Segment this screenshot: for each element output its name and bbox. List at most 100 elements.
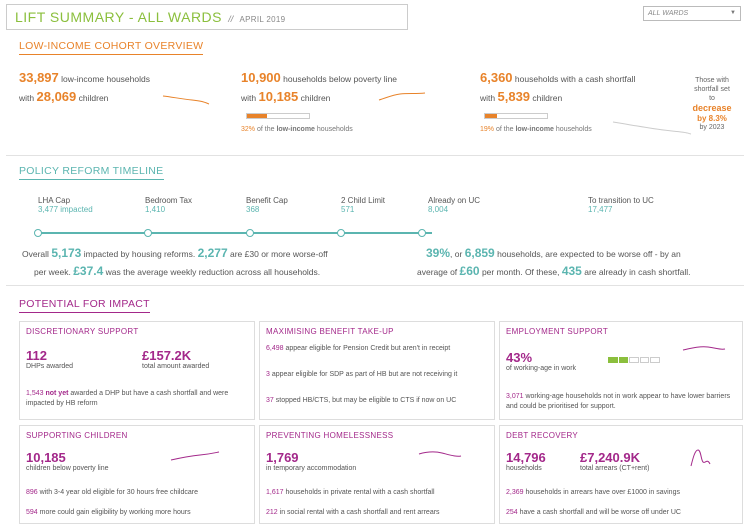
page-title: LIFT SUMMARY - ALL WARDS bbox=[15, 9, 223, 25]
timeline-summary-left: Overall 5,173 impacted by housing reform… bbox=[22, 245, 392, 281]
households-in-arrears: 14,796 households bbox=[506, 450, 546, 472]
value: £7,240.9K bbox=[580, 450, 640, 465]
timeline-label: LHA Cap bbox=[38, 196, 71, 205]
uc-worse-off-note: 254 have a cash shortfall and will be wo… bbox=[506, 508, 738, 518]
impact-heading: POTENTIAL FOR IMPACT bbox=[19, 298, 150, 313]
divider bbox=[6, 285, 744, 286]
label: of working-age in work bbox=[506, 365, 577, 372]
social-rental-note: 212 in social rental with a cash shortfa… bbox=[266, 508, 490, 518]
text: was the average weekly reduction across … bbox=[105, 267, 321, 277]
avg-weekly-reduction: £37.4 bbox=[73, 264, 104, 278]
percent: 19% bbox=[480, 126, 495, 133]
value: 43% bbox=[506, 350, 533, 365]
label: households bbox=[316, 126, 353, 133]
note-highlight: decrease bbox=[692, 103, 732, 113]
sparkline-children bbox=[170, 451, 220, 461]
text: , or bbox=[450, 249, 463, 259]
text: Overall bbox=[22, 249, 49, 259]
sparkline-homelessness bbox=[418, 451, 462, 457]
timeline-label: Already on UC bbox=[428, 196, 481, 205]
text: average of bbox=[417, 267, 458, 277]
below-poverty-progress-bar bbox=[246, 113, 310, 119]
card-title: MAXIMISING BENEFIT TAKE-UP bbox=[266, 327, 394, 336]
below-poverty-share: 32% of the low-income households bbox=[241, 126, 353, 133]
text: are already in cash shortfall. bbox=[584, 267, 691, 277]
value: 254 bbox=[506, 509, 518, 516]
text: appear eligible for SDP as part of HB bu… bbox=[271, 371, 458, 378]
childcare-note: 896 with 3-4 year old eligible for 30 ho… bbox=[26, 488, 250, 498]
label: total amount awarded bbox=[142, 363, 210, 370]
value: 10,185 bbox=[26, 450, 66, 465]
value: 1,769 bbox=[266, 450, 299, 465]
card-title: PREVENTING HOMELESSNESS bbox=[266, 431, 394, 440]
card-debt-recovery: DEBT RECOVERY 14,796 households £7,240.9… bbox=[499, 425, 743, 524]
timeline-node bbox=[246, 229, 254, 237]
label: with bbox=[19, 93, 35, 103]
text: per month. Of these, bbox=[481, 267, 560, 277]
sparkline-low-income bbox=[162, 95, 210, 105]
dhp-amount: £157.2K total amount awarded bbox=[142, 348, 209, 370]
cts-note: 37 stopped HB/CTS, but may be eligible t… bbox=[266, 396, 490, 406]
report-date: APRIL 2019 bbox=[239, 15, 286, 24]
label: children bbox=[78, 93, 109, 103]
title-box: LIFT SUMMARY - ALL WARDS // APRIL 2019 bbox=[6, 4, 408, 30]
note-line: by 2023 bbox=[699, 124, 725, 131]
eligibility-note: 594 more could gain eligibility by worki… bbox=[26, 508, 250, 518]
label: low-income households bbox=[61, 74, 150, 84]
overview-heading: LOW-INCOME COHORT OVERVIEW bbox=[19, 40, 204, 55]
text: with 3-4 year old eligible for 30 hours … bbox=[39, 489, 199, 496]
label: with bbox=[241, 93, 257, 103]
note-line: to bbox=[709, 95, 715, 102]
value: 112 bbox=[26, 348, 47, 363]
temp-accommodation: 1,769 in temporary accommodation bbox=[266, 450, 356, 472]
value: 2,369 bbox=[506, 489, 524, 496]
sparkline-cash-shortfall bbox=[612, 121, 692, 135]
value: 896 bbox=[26, 489, 38, 496]
timeline-item-bedroom-tax: Bedroom Tax 1,410 bbox=[145, 196, 192, 214]
value: £157.2K bbox=[142, 348, 192, 363]
progress-fill bbox=[247, 114, 267, 118]
segment bbox=[639, 357, 650, 363]
timeline-summary-right: 39%, or 6,859 households, are expected t… bbox=[417, 245, 744, 281]
card-title: SUPPORTING CHILDREN bbox=[26, 431, 128, 440]
worse-off-count: 2,277 bbox=[197, 246, 228, 260]
card-title: DISCRETIONARY SUPPORT bbox=[26, 327, 139, 336]
label: households bbox=[555, 126, 592, 133]
value: 6,498 bbox=[266, 345, 284, 352]
timeline-item-2-child-limit: 2 Child Limit 571 bbox=[341, 196, 385, 214]
card-employment-support: EMPLOYMENT SUPPORT 43% of working-age in… bbox=[499, 321, 743, 420]
segment bbox=[618, 357, 629, 363]
cash-shortfall-children-count: 5,839 bbox=[497, 89, 531, 104]
worse-off-percent: 39% bbox=[426, 246, 451, 260]
impacted-count: 5,173 bbox=[51, 246, 82, 260]
text: impacted by housing reforms. bbox=[83, 249, 196, 259]
timeline-heading: POLICY REFORM TIMELINE bbox=[19, 165, 164, 180]
overview-col2: 10,900 households below poverty line wit… bbox=[241, 69, 461, 107]
text: per week. bbox=[34, 267, 71, 277]
text: in social rental with a cash shortfall a… bbox=[279, 509, 440, 516]
in-work-segment-bar bbox=[608, 357, 660, 363]
card-title: EMPLOYMENT SUPPORT bbox=[506, 327, 609, 336]
text: households in private rental with a cash… bbox=[285, 489, 435, 496]
label: in temporary accommodation bbox=[266, 465, 357, 472]
chevron-down-icon[interactable]: ▼ bbox=[730, 10, 736, 16]
below-poverty-children-count: 10,185 bbox=[258, 89, 299, 104]
in-work-share: 43% of working-age in work bbox=[506, 350, 576, 372]
timeline-value: 571 bbox=[341, 205, 355, 214]
value: 594 bbox=[26, 509, 38, 516]
segment bbox=[650, 357, 660, 363]
below-poverty-households-count: 10,900 bbox=[241, 70, 281, 85]
sparkline-debt bbox=[690, 449, 711, 467]
savings-note: 2,369 households in arrears have over £1… bbox=[506, 488, 738, 498]
sdp-note: 3 appear eligible for SDP as part of HB … bbox=[266, 370, 490, 380]
label: of the bbox=[256, 126, 275, 133]
card-benefit-take-up: MAXIMISING BENEFIT TAKE-UP 6,498 appear … bbox=[259, 321, 495, 420]
value: 212 bbox=[266, 509, 278, 516]
dhp-count: 112 DHPs awarded bbox=[26, 348, 73, 370]
low-income-households-count: 33,897 bbox=[19, 70, 59, 85]
ward-select[interactable]: ALL WARDS ▼ bbox=[643, 6, 741, 21]
segment bbox=[608, 357, 618, 363]
timeline-item-transition-uc: To transition to UC 17,477 bbox=[588, 196, 654, 214]
timeline-label: Bedroom Tax bbox=[145, 196, 192, 205]
label: total arrears (CT+rent) bbox=[580, 465, 650, 472]
